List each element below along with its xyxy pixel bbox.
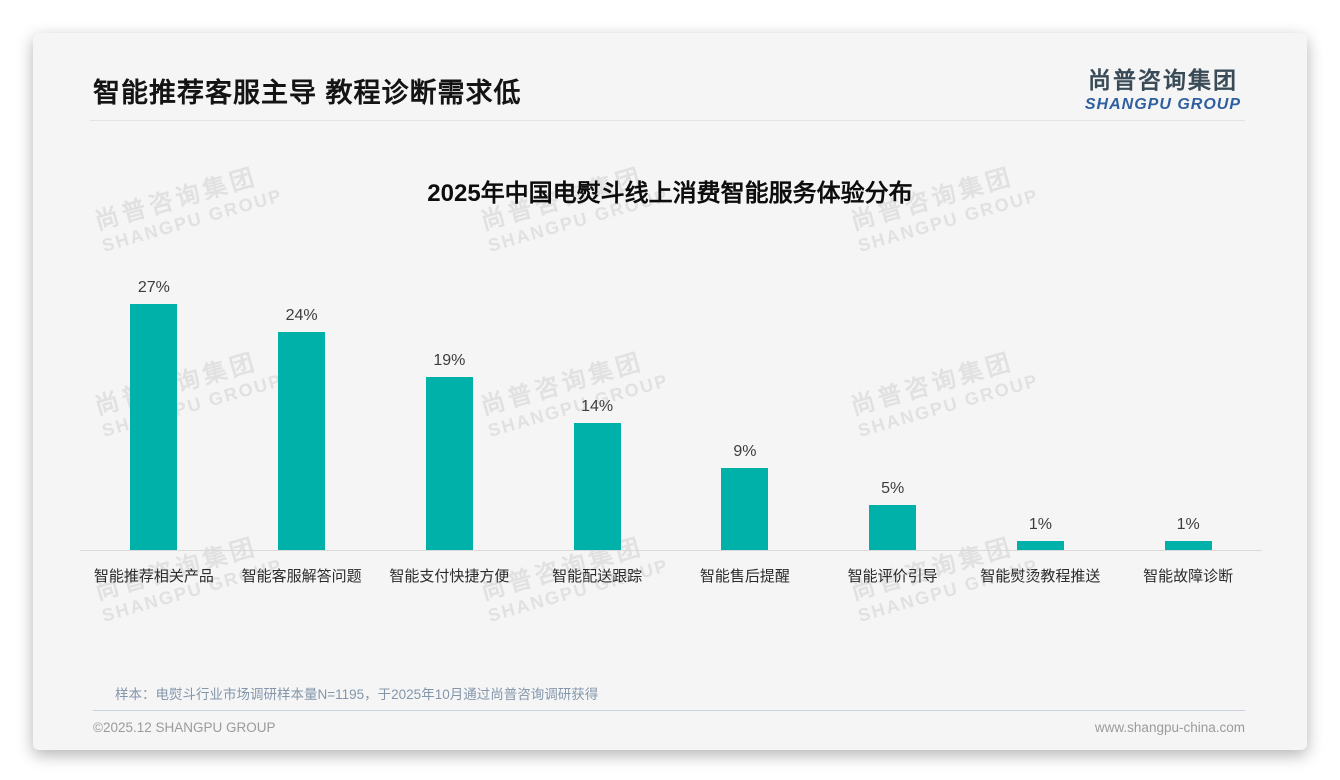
bar-value-label: 14%	[581, 397, 614, 415]
company-logo: 尚普咨询集团 SHANGPU GROUP	[1085, 61, 1241, 114]
bar-value-label: 9%	[733, 443, 757, 461]
bar	[1016, 540, 1064, 550]
bar-category-label: 智能配送跟踪	[552, 568, 643, 585]
bar-slot: 14%	[523, 398, 671, 550]
bar	[573, 422, 621, 550]
bar-slot: 1%	[1114, 516, 1262, 550]
logo-en-text: SHANGPU GROUP	[1084, 96, 1241, 113]
header-divider	[90, 120, 1245, 121]
bar-value-label: 24%	[285, 306, 318, 324]
bar	[130, 304, 178, 550]
chart-title: 2025年中国电熨斗线上消费智能服务体验分布	[427, 180, 913, 207]
sample-note: 样本：电熨斗行业市场调研样本量N=1195，于2025年10月通过尚普咨询调研获…	[115, 687, 599, 702]
bar-slot: 24%	[228, 307, 376, 550]
bar	[278, 331, 326, 550]
bar-value-label: 1%	[1028, 515, 1052, 533]
bar-slot: 1%	[967, 516, 1115, 550]
logo-cn-text: 尚普咨询集团	[1087, 67, 1238, 93]
bar-category-label: 智能支付快捷方便	[389, 568, 510, 585]
bar	[1164, 540, 1212, 550]
footer-divider	[93, 710, 1245, 711]
page-title: 智能推荐客服主导 教程诊断需求低	[93, 78, 522, 108]
bar-chart-plot: 27% 24% 19% 14% 9% 5% 1% 1%	[80, 213, 1262, 551]
bar-slot: 9%	[671, 443, 819, 550]
website-url: www.shangpu-china.com	[1094, 720, 1245, 735]
bar	[425, 377, 473, 550]
bar-category-label: 智能售后提醒	[699, 568, 790, 585]
bar-category-label: 智能推荐相关产品	[93, 568, 214, 585]
bar-slot: 27%	[80, 279, 228, 550]
bar-category-label: 智能熨烫教程推送	[980, 568, 1101, 585]
bar-value-label: 27%	[137, 279, 170, 297]
axis-labels: 智能推荐相关产品 智能客服解答问题 智能支付快捷方便 智能配送跟踪 智能售后提醒 智能评价…	[80, 552, 1262, 586]
bar-value-label: 1%	[1176, 515, 1200, 533]
bar-category-label: 智能故障诊断	[1143, 568, 1234, 585]
bar-value-label: 5%	[881, 479, 905, 497]
bar-category-label: 智能客服解答问题	[241, 568, 362, 585]
copyright-text: ©2025.12 SHANGPU GROUP	[93, 720, 276, 735]
bar-slot: 5%	[819, 479, 967, 550]
bar	[869, 504, 917, 550]
bar	[721, 468, 769, 550]
bar-value-label: 19%	[433, 352, 466, 370]
bar-slot: 19%	[376, 352, 524, 550]
bar-category-label: 智能评价引导	[847, 568, 938, 585]
report-card: 尚普咨询集团 SHANGPU GROUP 尚普咨询集团 SHANGPU GROUP 尚普…	[33, 33, 1307, 750]
